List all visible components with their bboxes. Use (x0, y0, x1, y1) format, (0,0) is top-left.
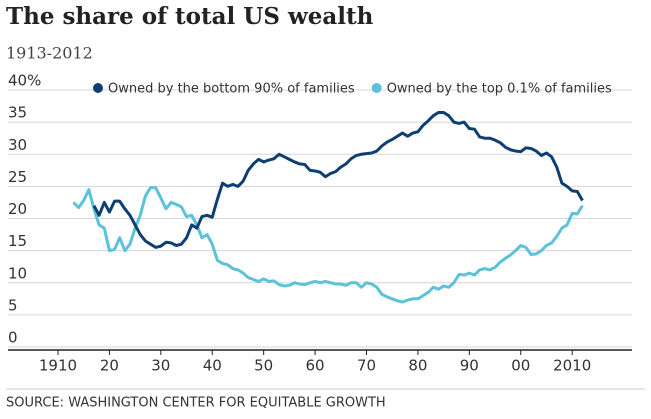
legend-label: Owned by the bottom 90% of families (108, 82, 355, 97)
series-line (72, 186, 584, 304)
y-tick-label: 5 (8, 296, 18, 314)
x-tick-label: 60 (306, 357, 325, 375)
legend-label: Owned by the top 0.1% of families (387, 82, 612, 97)
x-tick-label: 2010 (553, 357, 591, 375)
legend-swatch (93, 83, 103, 93)
y-tick-label: 40% (8, 72, 41, 90)
chart-subtitle: 1913-2012 (6, 44, 93, 63)
y-tick-label: 30 (8, 136, 27, 154)
x-tick-label: 90 (460, 357, 479, 375)
x-tick-label: 80 (408, 357, 427, 375)
y-tick-label: 35 (8, 104, 27, 122)
y-tick-label: 15 (8, 232, 27, 250)
series-line (92, 110, 584, 249)
x-tick-label: 70 (357, 357, 376, 375)
x-tick-label: 00 (511, 357, 530, 375)
y-tick-label: 20 (8, 200, 27, 218)
y-tick-label: 25 (8, 168, 27, 186)
x-tick-label: 40 (203, 357, 222, 375)
y-tick-label: 10 (8, 264, 27, 282)
x-tick-label: 30 (151, 357, 170, 375)
source: SOURCE: WASHINGTON CENTER FOR EQUITABLE … (6, 396, 386, 411)
chart-title: The share of total US wealth (6, 3, 374, 30)
y-tick-label: 0 (8, 329, 18, 347)
x-tick-label: 50 (254, 357, 273, 375)
x-tick-label: 20 (100, 357, 119, 375)
x-tick-label: 1910 (39, 357, 77, 375)
legend-swatch (371, 83, 382, 93)
